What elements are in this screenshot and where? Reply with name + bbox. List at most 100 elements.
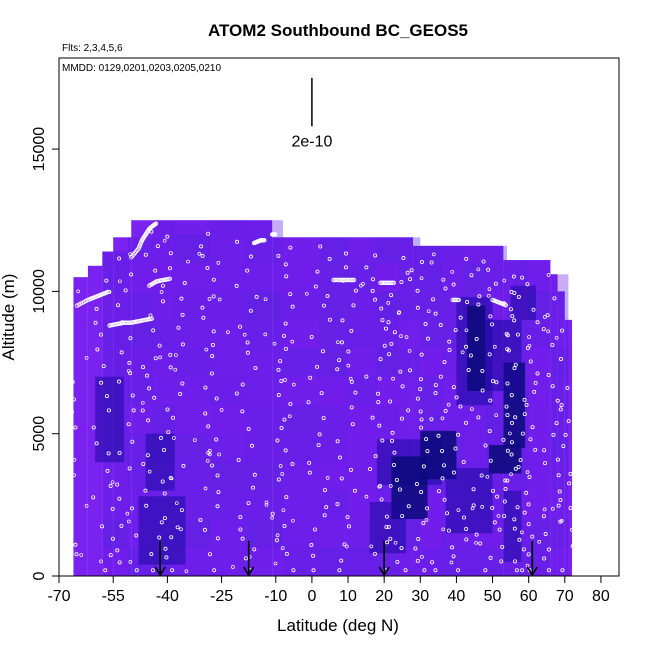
flight-point — [319, 391, 324, 396]
flight-point — [65, 365, 70, 370]
flight-point — [566, 419, 571, 424]
flight-point — [433, 311, 438, 316]
flight-point — [158, 435, 163, 440]
flight-point — [424, 518, 429, 522]
flight-point — [172, 436, 176, 440]
flight-point — [559, 519, 564, 523]
flight-point — [575, 373, 580, 378]
flight-point — [318, 244, 323, 249]
flight-point — [441, 463, 446, 468]
flight-point — [134, 533, 139, 538]
flight-point — [554, 335, 559, 340]
flight-point — [542, 448, 547, 453]
flight-point — [115, 482, 120, 487]
concentration-cell — [174, 291, 211, 320]
flight-point — [546, 547, 551, 552]
flight-point — [556, 473, 561, 478]
flight-point — [486, 293, 491, 298]
flight-point — [476, 415, 481, 420]
concentration-cell — [319, 462, 349, 491]
x-tick-label: 80 — [592, 588, 610, 605]
flight-point — [144, 503, 149, 508]
flight-point — [92, 261, 97, 266]
flight-point — [512, 318, 517, 323]
flight-point — [309, 543, 314, 548]
flight-point — [388, 484, 393, 488]
flight-point — [63, 485, 68, 490]
flight-point — [107, 289, 112, 294]
concentration-cell — [102, 490, 128, 520]
flight-point — [161, 299, 166, 304]
flight-point — [376, 391, 381, 396]
flight-point — [153, 268, 158, 273]
flight-point — [479, 473, 484, 478]
concentration-cell — [550, 348, 569, 377]
flight-point — [494, 380, 499, 385]
flight-point — [401, 256, 406, 261]
flight-point — [117, 560, 122, 565]
flight-point — [281, 333, 286, 338]
flight-point — [325, 475, 330, 480]
flight-point — [503, 478, 508, 483]
flight-point — [470, 506, 475, 511]
flight-point — [418, 409, 423, 414]
flight-point — [353, 390, 358, 395]
flight-point — [216, 261, 221, 265]
flight-point — [415, 305, 420, 310]
concentration-cell — [210, 405, 247, 434]
flight-point — [327, 317, 332, 322]
flight-point — [505, 448, 510, 453]
flight-point — [425, 449, 430, 454]
arrow-marker-head — [378, 566, 390, 577]
concentration-cell — [485, 547, 507, 576]
flight-point — [445, 511, 450, 516]
concentration-cell — [319, 376, 349, 406]
flight-point — [127, 360, 132, 365]
flight-point — [110, 480, 115, 485]
flight-point — [533, 380, 538, 385]
concentration-cell — [528, 462, 551, 491]
flight-point — [127, 466, 132, 471]
x-tick-label: 10 — [339, 588, 357, 605]
flight-point — [408, 277, 413, 282]
flight-point — [311, 568, 316, 573]
flight-point — [200, 305, 205, 310]
flight-point — [528, 359, 533, 364]
concentration-cell — [210, 519, 247, 548]
flight-point — [180, 342, 185, 347]
flight-point — [487, 352, 492, 357]
flight-point — [134, 568, 139, 573]
flight-point — [146, 418, 151, 423]
flight-point — [370, 415, 375, 420]
flight-point — [502, 278, 507, 283]
concentration-cell — [283, 433, 320, 463]
flight-point — [308, 375, 313, 380]
flight-point — [399, 546, 404, 551]
flight-point — [321, 416, 326, 421]
flight-point — [210, 463, 215, 468]
flight-point — [240, 536, 245, 541]
flight-point — [284, 274, 289, 279]
flight-point — [424, 437, 429, 442]
flight-point — [73, 425, 78, 430]
concentration-cell — [102, 262, 128, 292]
flight-point — [204, 347, 209, 352]
concentration-cell — [283, 237, 320, 263]
flight-point — [180, 312, 185, 317]
flight-point — [206, 231, 211, 236]
flight-point — [203, 411, 208, 416]
concentration-cell — [485, 405, 507, 434]
flight-point — [535, 320, 540, 325]
flight-point — [520, 431, 525, 436]
flight-point — [179, 508, 184, 513]
flight-point — [487, 287, 492, 292]
flight-point — [440, 416, 445, 421]
flight-point — [149, 552, 154, 557]
concentration-cell — [463, 405, 486, 434]
concentration-cell — [127, 348, 153, 377]
flight-point — [197, 251, 202, 256]
concentration-cell — [246, 262, 283, 292]
flight-point — [151, 328, 156, 333]
flight-point — [325, 294, 330, 299]
